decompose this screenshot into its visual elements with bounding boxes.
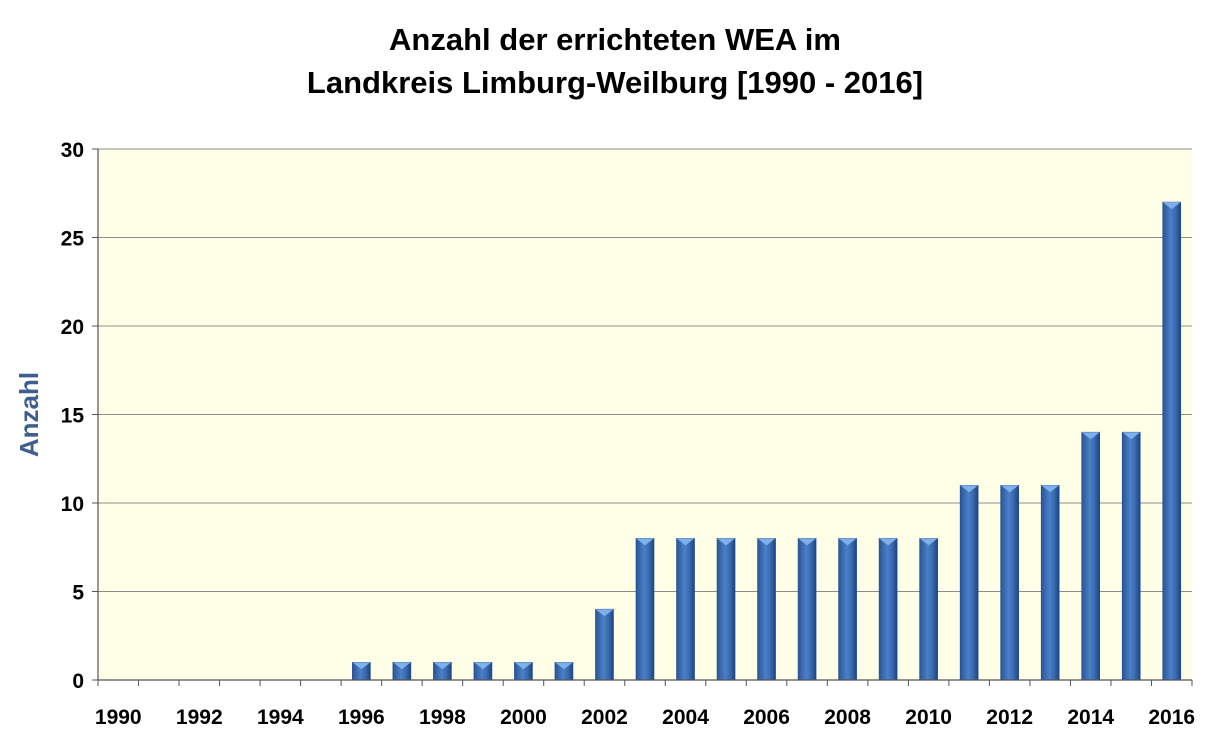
- x-tick-label: 2000: [500, 706, 547, 729]
- bar-body: [919, 538, 938, 681]
- bar: [838, 538, 857, 681]
- x-tick-label: 1992: [176, 706, 223, 729]
- x-tick-label: 2010: [905, 706, 952, 729]
- bar-cap: [960, 485, 979, 493]
- bar: [878, 538, 898, 681]
- bar-cap: [1000, 485, 1019, 493]
- bar-body: [716, 538, 736, 681]
- bar: [554, 661, 574, 681]
- bar: [635, 538, 655, 681]
- bar-body: [959, 484, 979, 681]
- bar: [1081, 431, 1101, 681]
- bar: [959, 484, 979, 681]
- bar-cap: [798, 538, 817, 546]
- x-tick-label: 1998: [419, 706, 466, 729]
- bar-cap: [1162, 202, 1181, 210]
- x-tick-label: 1996: [338, 706, 385, 729]
- bar: [352, 661, 371, 681]
- bar: [919, 538, 938, 681]
- bar: [1040, 484, 1060, 681]
- x-tick-label: 1990: [95, 706, 142, 729]
- bar-cap: [433, 662, 452, 670]
- bar-cap: [473, 662, 492, 670]
- bar-cap: [838, 538, 857, 546]
- bar-body: [1162, 201, 1182, 681]
- x-tick-label: 2002: [581, 706, 628, 729]
- bar: [1121, 431, 1141, 681]
- y-tick-label: 0: [72, 670, 84, 693]
- bar: [1000, 484, 1019, 681]
- y-tick-label: 25: [61, 228, 85, 251]
- bar-body: [1040, 484, 1060, 681]
- bar-cap: [392, 662, 411, 670]
- bar: [514, 661, 533, 681]
- x-tick-label: 2014: [1067, 706, 1114, 729]
- y-tick-label: 10: [61, 493, 84, 516]
- bar-cap: [595, 609, 614, 617]
- x-tick-label: 2006: [743, 706, 790, 729]
- bar: [797, 538, 817, 681]
- bar: [1162, 201, 1182, 681]
- chart-title: Anzahl der errichteten WEA im Landkreis …: [0, 18, 1208, 104]
- bar-cap: [514, 662, 533, 670]
- bar-cap: [554, 662, 573, 670]
- y-tick-label: 5: [72, 582, 84, 605]
- axes: [92, 148, 1193, 686]
- bar-cap: [919, 538, 938, 546]
- y-tick-label: 30: [61, 139, 84, 162]
- bar: [716, 538, 736, 681]
- bar: [676, 538, 695, 681]
- bar-cap: [676, 538, 695, 546]
- bar-body: [1000, 484, 1019, 681]
- bar-cap: [879, 538, 898, 546]
- x-tick-label: 2004: [662, 706, 709, 729]
- bar-body: [1081, 431, 1101, 681]
- x-tick-label: 2016: [1148, 706, 1195, 729]
- bar-body: [878, 538, 898, 681]
- y-tick-label: 20: [61, 316, 84, 339]
- bar: [433, 661, 452, 681]
- bar-cap: [636, 538, 654, 546]
- bar-body: [595, 608, 614, 681]
- y-tick-label: 15: [61, 405, 85, 428]
- y-tick-labels: 0 5 10 15 20 25 30: [61, 139, 85, 693]
- bar-body: [838, 538, 857, 681]
- y-axis-label: Anzahl: [14, 372, 44, 457]
- bar-body: [757, 538, 776, 681]
- bar-body: [676, 538, 695, 681]
- x-tick-label: 1994: [257, 706, 304, 729]
- bar: [392, 661, 412, 681]
- bar: [757, 538, 776, 681]
- bar-body: [1121, 431, 1141, 681]
- bar-cap: [717, 538, 736, 546]
- bar: [473, 661, 493, 681]
- bar-cap: [1081, 432, 1100, 440]
- chart-title-line-1: Anzahl der errichteten WEA im: [389, 22, 841, 57]
- bar-body: [635, 538, 655, 681]
- bar-cap: [757, 538, 776, 546]
- bar-cap: [1122, 432, 1141, 440]
- x-tick-labels: 1990 1992 1994 1996 1998 2000 2002 2004 2006 2008…: [95, 706, 1195, 729]
- bar-cap: [1041, 485, 1060, 493]
- bar-cap: [352, 662, 371, 670]
- x-tick-label: 2012: [986, 706, 1033, 729]
- chart-title-line-2: Landkreis Limburg-Weilburg [1990 - 2016]: [306, 65, 924, 100]
- bar-body: [797, 538, 817, 681]
- bar: [595, 608, 614, 681]
- x-tick-label: 2008: [824, 706, 871, 729]
